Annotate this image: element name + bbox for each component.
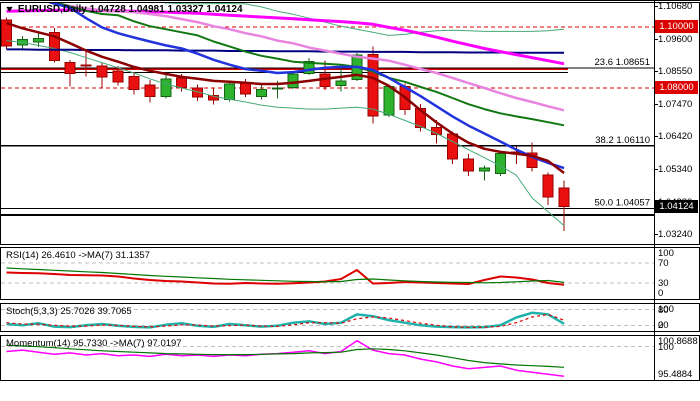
price-axis-tick — [654, 169, 658, 171]
current-price-box: 1.04124 — [655, 199, 698, 213]
bearish-candle — [558, 187, 570, 207]
bullish-candle — [160, 78, 172, 98]
price-axis-separator — [654, 1, 655, 381]
stoch-canvas — [1, 309, 654, 329]
bullish-candle — [32, 37, 44, 43]
bearish-candle — [176, 77, 188, 88]
bearish-candle — [239, 82, 251, 95]
price-axis-tick — [654, 39, 658, 41]
ma-magenta — [6, 8, 565, 66]
ma-blue — [48, 3, 565, 170]
bullish-candle — [255, 88, 267, 98]
bullish-candle — [271, 87, 283, 90]
main-chart-panel[interactable]: 23.6 1.08651 38.2 1.06110 50.0 1.04057 — [0, 2, 700, 245]
bearish-candle — [128, 75, 140, 90]
price-axis-tick — [654, 71, 658, 73]
bollinger-lower — [6, 40, 565, 226]
momentum-panel[interactable]: Momentum(14) 95.7330 ->MA(7) 97.0197 — [0, 335, 700, 381]
bearish-candle — [48, 31, 60, 61]
bullish-candle — [287, 73, 299, 88]
bullish-candle — [335, 80, 347, 87]
bearish-candle — [192, 87, 204, 98]
bollinger-upper — [162, 3, 565, 36]
bearish-candle — [96, 65, 108, 78]
bullish-candle — [383, 86, 395, 116]
bearish-candle — [208, 95, 220, 101]
stoch-axis-label: 20 — [658, 320, 669, 331]
stochastic-label: Stoch(5,3,3) 25.7026 39.7065 — [6, 306, 132, 317]
momentum-ma — [6, 344, 565, 368]
price-axis-label: 1.10680 — [658, 1, 693, 12]
ma-navy — [6, 48, 565, 54]
momentum-label: Momentum(14) 95.7330 ->MA(7) 97.0197 — [6, 338, 182, 349]
ma-darkgreen — [55, 3, 565, 127]
main-chart-canvas: 23.6 1.08651 38.2 1.06110 50.0 1.04057 — [1, 3, 654, 231]
bearish-candle — [64, 61, 76, 74]
price-axis-label: 1.05340 — [658, 164, 693, 176]
alert-level-price-box: 1.10000 — [655, 20, 698, 34]
fib-level-label: 38.2 1.06110 — [595, 135, 650, 146]
chart-title-text: EURUSD,Daily 1.04728 1.04981 1.03327 1.0… — [17, 4, 243, 15]
bearish-candle — [1, 19, 12, 47]
date-axis: 4 Oct 202410 Oct 202416 Oct 202422 Oct 2… — [0, 381, 700, 401]
price-axis-label: 1.07470 — [658, 99, 693, 111]
bearish-candle — [542, 174, 554, 198]
ma-darkred — [6, 21, 565, 174]
bearish-candle — [462, 158, 474, 172]
rsi-canvas — [1, 262, 654, 286]
rsi-panel[interactable]: RSI(14) 26.4610 ->MA(7) 31.1357 — [0, 247, 700, 300]
bearish-candle — [80, 64, 92, 67]
rsi-axis-label: 70 — [658, 258, 669, 269]
momentum-axis-label: 95.4884 — [658, 369, 693, 380]
rsi-line — [6, 269, 565, 286]
price-axis-tick — [654, 104, 658, 106]
bearish-candle — [112, 70, 124, 83]
price-axis-label: 1.06420 — [658, 131, 693, 143]
rsi-ma — [6, 267, 565, 284]
bearish-candle — [144, 84, 156, 98]
bullish-candle — [303, 61, 315, 74]
bullish-candle — [224, 83, 236, 101]
price-axis-label: 1.03240 — [658, 228, 693, 240]
price-axis-tick — [654, 6, 658, 7]
momentum-axis-label: 100 — [658, 341, 674, 353]
price-axis-tick — [654, 233, 658, 235]
dropdown-icon[interactable]: ▼ — [4, 4, 15, 14]
momentum-axis-label: 100.8688 — [658, 336, 698, 347]
bearish-candle — [367, 53, 379, 117]
rsi-axis-label: 30 — [658, 278, 669, 289]
fib-level-label: 23.6 1.08651 — [595, 57, 650, 68]
price-axis-label: 1.09600 — [658, 34, 693, 46]
rsi-axis-label: 0 — [658, 288, 664, 299]
bullish-candle — [494, 152, 506, 175]
momentum-line — [6, 339, 565, 377]
rsi-label: RSI(14) 26.4610 ->MA(7) 31.1357 — [6, 250, 150, 261]
momentum-canvas — [1, 339, 654, 377]
chart-title: ▼ EURUSD,Daily 1.04728 1.04981 1.03327 1.… — [4, 4, 243, 15]
stoch-main — [6, 311, 565, 329]
fib-level-label: 50.0 1.04057 — [595, 198, 650, 209]
rsi-axis-label: 100 — [658, 248, 674, 259]
price-axis-tick — [654, 136, 658, 138]
price-axis-label: 1.08550 — [658, 66, 693, 78]
bullish-candle — [478, 167, 490, 172]
stoch-axis-label: 80 — [658, 304, 669, 316]
bearish-candle — [447, 133, 459, 160]
stochastic-panel[interactable]: Stoch(5,3,3) 25.7026 39.7065 — [0, 303, 700, 332]
stoch-axis-label: 100 — [658, 304, 674, 315]
alert-level-price-box: 1.08000 — [655, 81, 698, 95]
ma-violet — [49, 3, 565, 112]
stoch-axis-label: 0 — [658, 320, 664, 331]
bearish-candle — [526, 152, 538, 168]
